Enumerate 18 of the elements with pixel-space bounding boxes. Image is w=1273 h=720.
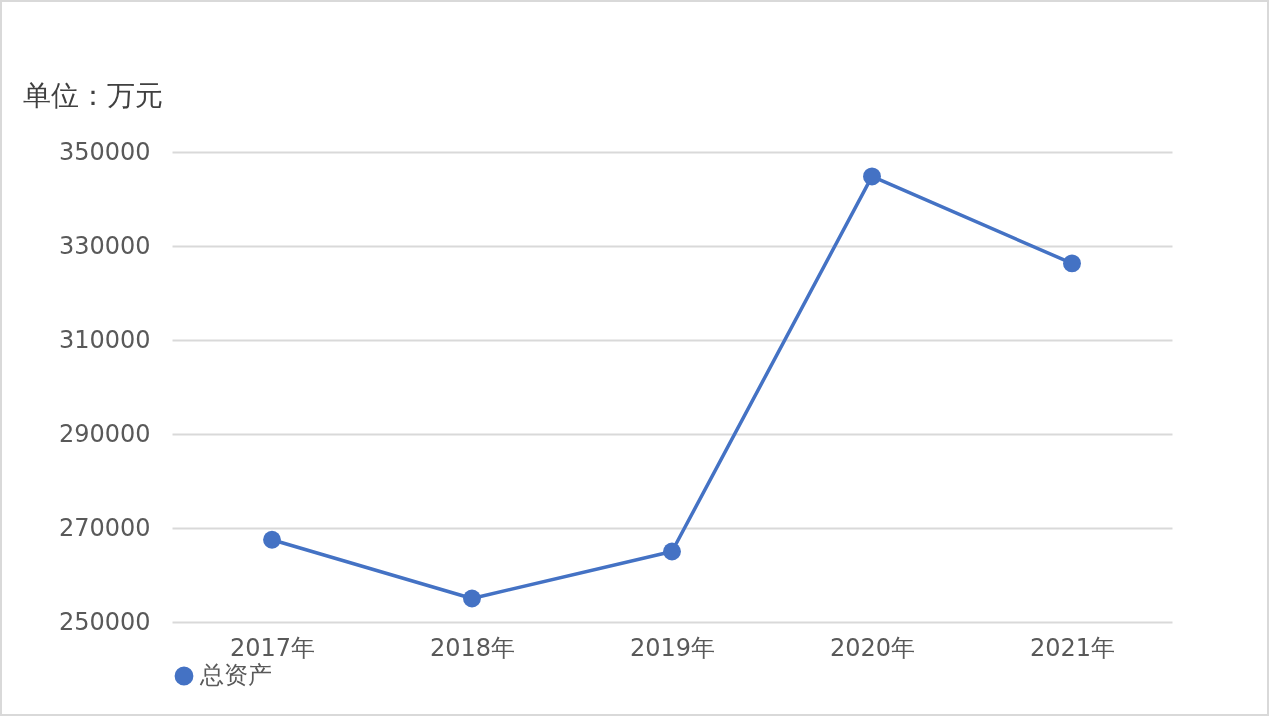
point bbox=[663, 542, 681, 561]
legend-label: 总资产 bbox=[199, 661, 272, 689]
x-tick-label: 2020年 bbox=[829, 633, 916, 662]
x-tick-label: 2021年 bbox=[1029, 633, 1116, 662]
point bbox=[463, 589, 481, 608]
x-tick-label: 2018年 bbox=[429, 633, 516, 662]
point bbox=[1063, 254, 1081, 273]
y-tick-label: 330000 bbox=[58, 231, 151, 260]
x-tick-label: 2017年 bbox=[229, 633, 316, 662]
y-tick-label: 350000 bbox=[58, 137, 151, 166]
y-axis-title: 单位：万元 bbox=[22, 78, 163, 112]
point bbox=[263, 530, 281, 549]
y-tick-label: 270000 bbox=[58, 513, 151, 542]
x-tick-label: 2019年 bbox=[629, 633, 716, 662]
point bbox=[863, 167, 881, 186]
y-tick-label: 250000 bbox=[58, 607, 151, 636]
y-tick-label: 310000 bbox=[58, 325, 151, 354]
y-tick-label: 290000 bbox=[58, 419, 151, 448]
